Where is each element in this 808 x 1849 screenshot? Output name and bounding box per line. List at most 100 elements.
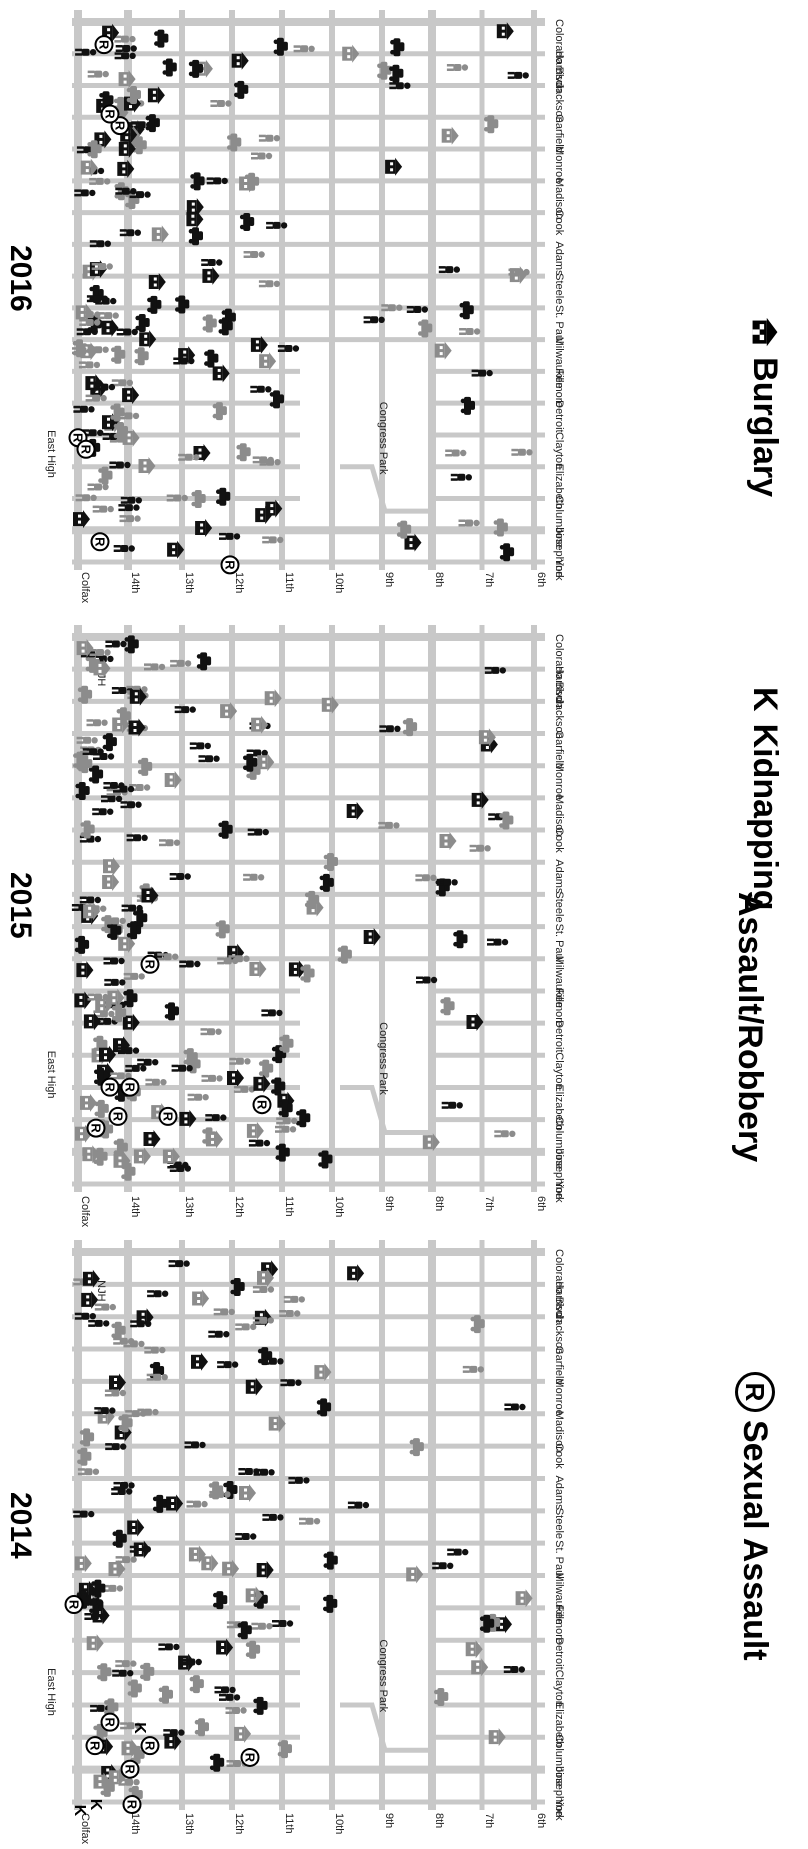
svg-text:R: R (123, 1765, 138, 1775)
house-icon (85, 374, 103, 393)
street-label: 10th (333, 1813, 345, 1834)
person-icon (469, 844, 491, 852)
person-icon (494, 1130, 516, 1138)
person-icon (280, 1379, 302, 1387)
car-icon (134, 347, 149, 366)
street-label: 11th (283, 1196, 295, 1217)
house-icon (101, 318, 119, 337)
svg-text:R: R (123, 1082, 138, 1092)
house-icon (102, 873, 120, 891)
house-icon (222, 1559, 240, 1578)
car-icon (236, 443, 251, 462)
svg-text:R: R (103, 1717, 118, 1727)
person-icon (252, 1286, 275, 1293)
person-icon (379, 725, 401, 733)
person-icon (180, 1658, 202, 1666)
street-label: Monroe (553, 146, 565, 183)
map-panel-2016: Colfax 14th 13th 12th 11th 10th 9th 8th 7th 6th Co… (45, 10, 565, 604)
street-label: Clayton (553, 1052, 565, 1089)
car-icon (390, 38, 405, 57)
street-label: 6th (535, 572, 547, 587)
street-label: Milwaukee (553, 337, 565, 389)
svg-text:R: R (111, 1112, 126, 1122)
street-label: Detroit (553, 400, 565, 432)
car-icon (112, 1529, 127, 1548)
street-label: 7th (483, 1196, 495, 1211)
person-icon (378, 821, 400, 829)
svg-text:K: K (87, 1799, 104, 1811)
svg-text:R: R (88, 1741, 103, 1751)
person-icon (87, 346, 109, 354)
person-icon (406, 306, 428, 313)
car-icon (76, 1590, 91, 1609)
house-icon (80, 1093, 97, 1112)
person-icon (121, 904, 143, 912)
car-icon (322, 1594, 338, 1613)
person-icon (210, 100, 232, 107)
car-icon (126, 921, 142, 940)
r-circle-icon: R (90, 532, 110, 552)
k-letter-icon: K (87, 1799, 104, 1811)
person-icon (167, 1161, 189, 1169)
house-icon (167, 540, 185, 559)
car-icon (493, 518, 508, 537)
person-icon (243, 873, 265, 881)
street-label: 13th (183, 1813, 195, 1834)
person-icon (251, 1622, 273, 1630)
street-label: Colfax (79, 572, 91, 604)
house-icon (73, 510, 90, 529)
k-letter-icon: K (71, 1805, 88, 1817)
person-icon (112, 1669, 134, 1677)
person-icon (504, 1403, 526, 1411)
person-icon (459, 328, 481, 335)
person-icon (92, 505, 114, 513)
person-icon (186, 1500, 208, 1508)
house-icon (515, 1589, 533, 1608)
car-icon (196, 652, 212, 671)
street-label: Adams (553, 1475, 565, 1510)
person-icon (415, 874, 437, 882)
place-label: Congress Park (377, 402, 389, 475)
r-circle-icon: R (100, 1712, 120, 1732)
person-icon (76, 736, 98, 744)
person-icon (123, 1340, 145, 1348)
car-icon (212, 402, 227, 421)
svg-text:R: R (161, 1112, 176, 1122)
car-icon (126, 86, 141, 104)
person-icon (445, 449, 467, 457)
street-label: 14th (129, 1196, 141, 1217)
house-icon (239, 1484, 256, 1502)
person-icon (115, 45, 137, 52)
car-icon (77, 1447, 92, 1466)
house-icon (216, 1638, 234, 1657)
person-icon (508, 268, 530, 276)
street-label: 12th (233, 572, 245, 593)
house-icon (321, 695, 339, 714)
car-icon (213, 1591, 228, 1610)
house-icon (179, 1109, 197, 1128)
person-icon (89, 177, 111, 185)
car-icon (111, 1004, 127, 1023)
house-icon (192, 1289, 210, 1308)
street-label: 8th (433, 1813, 445, 1828)
street-label: Monroe (553, 763, 565, 800)
person-icon (166, 494, 188, 502)
house-icon (265, 499, 283, 518)
car-icon (402, 718, 418, 737)
person-icon (250, 385, 272, 393)
person-icon (130, 1320, 152, 1328)
car-icon (227, 133, 242, 152)
car-icon (80, 820, 95, 839)
house-icon (117, 159, 135, 178)
house-icon (406, 1565, 424, 1584)
house-icon (478, 728, 496, 747)
person-icon (109, 461, 131, 469)
person-icon (114, 52, 136, 60)
person-icon (75, 494, 97, 502)
street-label: Josephine (553, 1149, 565, 1199)
person-icon (105, 1443, 127, 1451)
car-icon (389, 64, 404, 83)
map-panel-2014: Colfax 14th 13th 12th 11th 10th 9th 8th 7th 6th Co… (45, 1240, 565, 1845)
car-icon (154, 29, 169, 48)
car-icon (137, 757, 153, 776)
